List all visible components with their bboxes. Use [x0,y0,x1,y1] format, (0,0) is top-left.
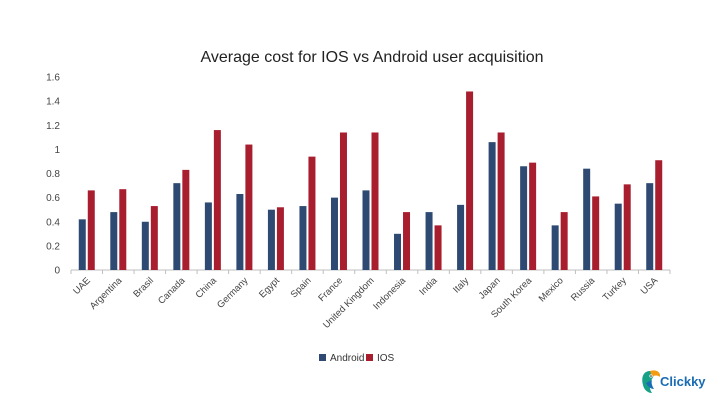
bar-android-turkey [614,203,622,270]
bar-ios-japan [497,132,505,270]
toucan-logo-icon [642,370,661,393]
bar-ios-indonesia [403,212,411,270]
legend-label-ios: IOS [377,353,395,364]
bar-android-canada [173,183,181,270]
bar-android-usa [646,183,654,270]
bar-android-france [330,197,338,270]
legend-label-android: Android [330,353,364,364]
bar-ios-argentina [119,189,127,270]
bar-ios-usa [655,160,663,270]
bar-ios-china [213,130,221,270]
y-tick-label: 0.8 [46,169,60,180]
category-label: France [316,275,345,304]
legend: Android IOS [319,353,395,364]
bar-android-japan [488,142,496,270]
bar-ios-uae [87,190,95,270]
category-label: Spain [289,275,314,300]
category-label: USA [639,275,661,297]
bar-ios-united-kingdom [371,132,379,270]
bar-android-indonesia [394,233,402,270]
bar-android-south-korea [520,166,528,270]
brand-logo: Clickky [642,370,706,393]
bar-ios-canada [182,169,190,270]
bar-android-china [204,202,212,270]
category-label: Indonesia [371,275,408,312]
bar-android-india [425,212,433,270]
brand-name: Clickky [660,374,706,389]
bar-android-spain [299,206,307,270]
category-label: Canada [156,275,188,307]
bar-ios-russia [592,196,600,270]
y-tick-label: 0.6 [46,193,60,204]
bar-android-uae [78,219,86,270]
bar-ios-mexico [560,212,568,270]
y-tick-label: 1.2 [46,121,60,132]
category-label: Turkey [601,275,629,303]
bar-ios-spain [308,156,316,270]
y-tick-label: 0.4 [46,217,60,228]
bar-ios-south-korea [529,162,537,270]
category-label: Argentina [88,275,125,312]
bar-android-mexico [551,225,559,270]
y-axis: 0 0.2 0.4 0.6 0.8 1 1.2 1.4 1.6 [46,73,60,277]
y-tick-label: 1 [54,145,60,156]
y-tick-label: 1.6 [46,73,60,84]
bar-ios-egypt [276,207,284,270]
legend-swatch-android [319,354,326,361]
category-label: Brasil [131,275,156,300]
bars [78,91,663,270]
y-tick-label: 0.2 [46,241,60,252]
chart-title: Average cost for IOS vs Android user acq… [201,49,544,66]
y-tick-label: 0 [54,266,60,277]
bar-ios-italy [466,91,474,270]
bar-ios-germany [245,144,253,270]
category-label: Russia [569,275,598,304]
category-label: Germany [215,275,251,311]
category-label: China [194,275,220,301]
category-label: Mexico [537,275,566,304]
category-label: Italy [451,275,471,295]
category-label: India [417,275,440,298]
bar-android-germany [236,194,244,270]
y-tick-label: 1.4 [46,97,60,108]
category-label: UAE [71,275,93,297]
bar-android-brasil [141,221,149,270]
bar-android-argentina [110,212,118,270]
bar-ios-france [339,132,347,270]
category-label: Japan [477,275,503,301]
legend-swatch-ios [366,354,373,361]
category-label: Egypt [257,275,282,300]
bar-android-egypt [267,209,275,270]
bar-ios-turkey [623,184,631,270]
bar-ios-brasil [150,206,158,270]
bar-android-russia [583,168,591,270]
bar-android-united-kingdom [362,190,370,270]
bar-android-italy [457,204,465,270]
bar-ios-india [434,225,442,270]
